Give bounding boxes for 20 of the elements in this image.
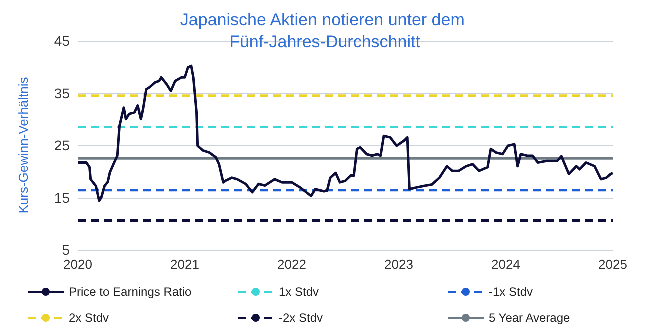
y-tick-label: 15 xyxy=(54,190,70,206)
legend-label: 1x Stdv xyxy=(279,285,320,299)
x-tick-label: 2025 xyxy=(598,257,628,272)
y-tick-label: 5 xyxy=(62,242,70,258)
y-tick-label: 45 xyxy=(54,33,70,49)
legend-label: 2x Stdv xyxy=(69,311,110,325)
x-tick-label: 2020 xyxy=(64,257,92,272)
line-series xyxy=(76,64,614,202)
y-axis-title: Kurs-Gewinn-Verhältnis xyxy=(16,76,31,214)
legend-label: -2x Stdv xyxy=(279,311,324,325)
legend-label: Price to Earnings Ratio xyxy=(69,285,192,299)
legend-label: -1x Stdv xyxy=(489,285,534,299)
x-tick-label: 2021 xyxy=(170,257,200,272)
x-tick-label: 2024 xyxy=(492,257,520,272)
x-tick-label: 2022 xyxy=(278,257,306,272)
chart-title: Japanische Aktien notieren unter dem Fünf-Jahres-Durchschnitt xyxy=(180,10,470,52)
legend-label: 5 Year Average xyxy=(489,311,571,325)
x-tick-label: 2023 xyxy=(384,257,414,272)
y-tick-label: 35 xyxy=(54,85,70,102)
y-tick-label: 25 xyxy=(54,138,70,154)
